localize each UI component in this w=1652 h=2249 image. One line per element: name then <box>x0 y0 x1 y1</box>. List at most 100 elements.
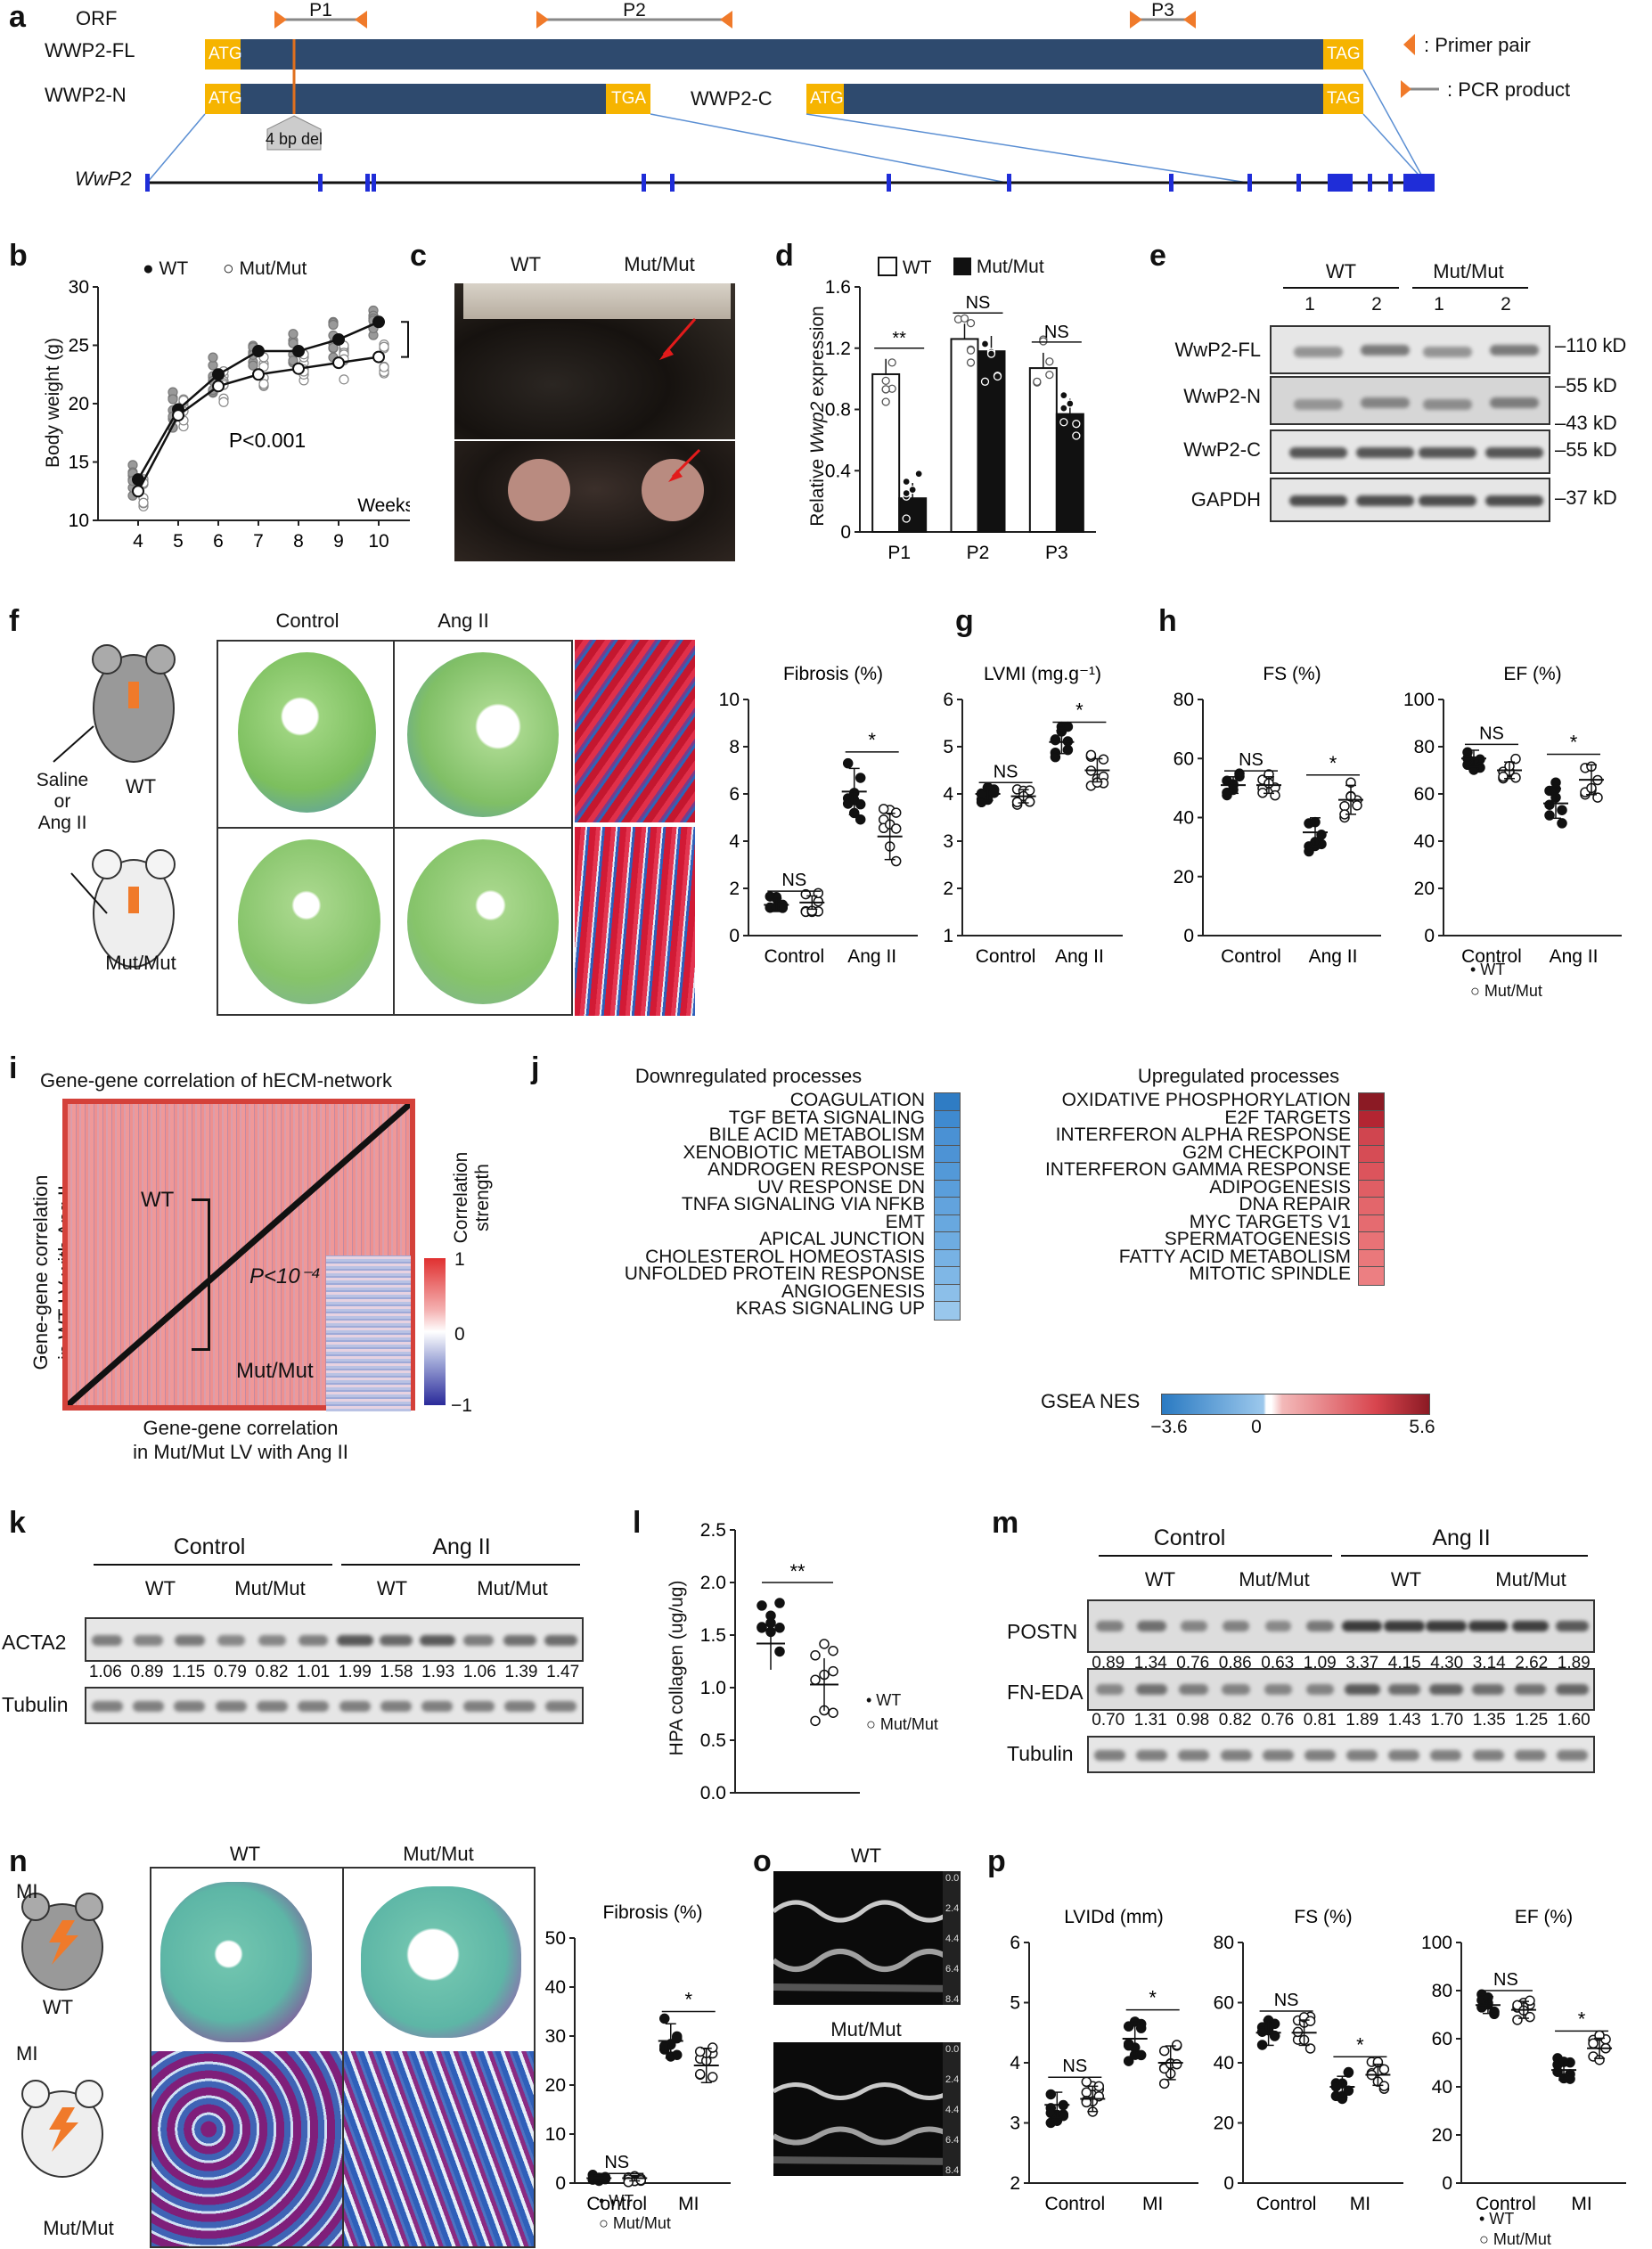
fl-tag-box <box>1323 39 1363 70</box>
n-xtick-label: MI <box>678 2194 699 2214</box>
b-xtick-label: 8 <box>293 531 304 552</box>
b-xtick-label: 11 <box>409 531 410 552</box>
k-quant-value: 1.58 <box>380 1663 413 1681</box>
gene-name: WwP2 <box>75 168 132 190</box>
panel-label-a: a <box>9 0 26 34</box>
blot-band <box>1511 1621 1549 1632</box>
k-control-line <box>94 1564 332 1566</box>
gsea-down-term: UNFOLDED PROTEIN RESPONSE <box>624 1264 925 1284</box>
e-kd-110: –110 kD <box>1555 334 1627 356</box>
gsea-down-term: TGF BETA SIGNALING <box>728 1107 925 1128</box>
m-postn-value: 2.62 <box>1515 1654 1549 1672</box>
n-mut-label: Mut/Mut <box>403 1843 474 1865</box>
m-fneda-value: 0.82 <box>1218 1711 1252 1730</box>
k-blot-acta2 <box>85 1617 584 1662</box>
e-row-gapdh: GAPDH <box>1190 488 1261 511</box>
d-xtick-label: P3 <box>1045 543 1068 563</box>
j-nes-max: 5.6 <box>1409 1417 1435 1437</box>
e-wt-line <box>1283 287 1399 289</box>
gsea-down-term: COAGULATION <box>789 1090 925 1110</box>
h-ef-point-mut-mut <box>1498 771 1509 782</box>
n-sections-frame <box>150 1867 536 2248</box>
panel-label-f: f <box>9 604 20 638</box>
p-fs-point-wt <box>1343 2067 1354 2078</box>
section-wt-control <box>238 652 376 813</box>
k-quant-value: 0.82 <box>255 1663 289 1681</box>
d-sig-label: ** <box>892 329 906 348</box>
p-ef-xtick-label: Control <box>1476 2194 1536 2214</box>
blot-band <box>1179 1684 1209 1695</box>
b-raw-point <box>379 362 389 372</box>
d-point <box>980 339 990 348</box>
gsea-down-term: EMT <box>885 1211 925 1232</box>
m-fneda-value: 0.81 <box>1303 1711 1337 1730</box>
i-xlabel-2: in Mut/Mut LV with Ang II <box>133 1441 348 1463</box>
deletion-callout <box>266 115 322 151</box>
j-nes-label: GSEA NES <box>1041 1390 1141 1412</box>
i-cb-tick-1: 1 <box>454 1249 465 1270</box>
d-point <box>902 514 911 523</box>
p-fs-title: FS (%) <box>1294 1907 1352 1927</box>
blot-band <box>1181 1621 1207 1632</box>
h-legend-mut: ○ Mut/Mut <box>1470 982 1542 1000</box>
blot-band <box>1388 1750 1420 1761</box>
wwp2-c-label: WWP2-C <box>691 87 773 110</box>
o-depth-tick: 6.4 <box>945 2135 960 2146</box>
p-lvidd-point-mut-mut <box>1158 2078 1170 2090</box>
gsea-down-term: BILE ACID METABOLISM <box>708 1124 925 1145</box>
blot-band <box>1264 1621 1291 1632</box>
h-fs-title: FS (%) <box>1263 664 1321 684</box>
m-mut-1: Mut/Mut <box>1239 1568 1310 1591</box>
g-xtick-label: Control <box>976 946 1036 967</box>
blot-band <box>380 1701 412 1712</box>
i-mut-label: Mut/Mut <box>236 1359 314 1383</box>
b-legend-mut-text: Mut/Mut <box>239 258 307 279</box>
mouse-photo-bottom <box>454 441 735 561</box>
primer-p1 <box>274 11 367 29</box>
d-ytick-label: 1.6 <box>825 277 851 298</box>
blot-band <box>1514 1750 1546 1761</box>
p-lvidd-ytick-label: 3 <box>1010 2114 1020 2134</box>
n-point-mut-mut <box>707 2072 718 2082</box>
p-lvidd-point-mut-mut <box>1171 2040 1182 2050</box>
blot-band <box>339 1701 371 1712</box>
c-tag-text: TAG <box>1327 89 1361 108</box>
k-mut-2: Mut/Mut <box>477 1577 548 1599</box>
b-raw-point <box>288 338 299 348</box>
blot-band <box>1387 1684 1420 1695</box>
blot-band <box>545 1701 577 1712</box>
b-raw-point <box>168 394 178 405</box>
c-orf-bar <box>806 84 1363 114</box>
l-point-wt <box>774 1646 785 1657</box>
h-fs-xtick-label: Ang II <box>1309 946 1358 967</box>
n-mouse-illustrations <box>21 1893 103 2178</box>
l-ytick-label: 1.0 <box>700 1678 726 1698</box>
f-point-mut-mut <box>878 804 889 814</box>
blot-band <box>1305 1621 1335 1632</box>
o-mut-label: Mut/Mut <box>830 2018 902 2040</box>
blot-band <box>462 1701 495 1712</box>
primer-p3 <box>1130 11 1196 29</box>
i-colorbar <box>424 1258 446 1405</box>
blot-band <box>1383 1621 1425 1632</box>
gsea-down-term: ANDROGEN RESPONSE <box>707 1159 925 1180</box>
c-tag-box <box>1323 84 1363 114</box>
gsea-down-swatch <box>934 1301 961 1321</box>
p-lvidd-point-mut-mut <box>1171 2058 1182 2070</box>
i-ylabel-1: Gene-gene correlation <box>29 1174 52 1370</box>
panel-label-p: p <box>987 1844 1006 1878</box>
b-raw-point <box>288 329 299 339</box>
m-blot-postn <box>1087 1599 1595 1653</box>
d-xtick-label: P2 <box>967 543 990 563</box>
g-point-wt <box>1050 751 1061 763</box>
m-postn-value: 3.14 <box>1472 1654 1506 1672</box>
e-lane-3: 1 <box>1434 294 1444 315</box>
blot-band <box>257 1701 288 1712</box>
h-ef-title: EF (%) <box>1503 664 1561 684</box>
e-kd-55b: –55 kD <box>1555 438 1617 461</box>
panel-label-h: h <box>1158 604 1177 638</box>
d-ytick-label: 0.4 <box>825 461 852 481</box>
d-point <box>1072 420 1081 429</box>
blot-band <box>419 1635 456 1646</box>
m-postn-value: 0.76 <box>1176 1654 1210 1672</box>
